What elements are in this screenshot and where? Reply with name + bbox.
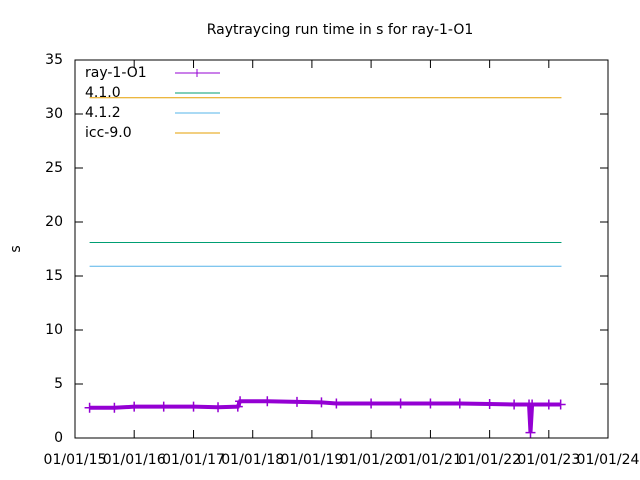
x-tick-label: 01/01/22 — [458, 452, 521, 468]
data-point — [262, 396, 273, 407]
data-point — [527, 399, 538, 410]
data-point — [232, 401, 243, 412]
x-tick-label: 01/01/24 — [577, 452, 640, 468]
legend-label: 4.1.2 — [85, 105, 121, 121]
x-tick-label: 01/01/21 — [399, 452, 462, 468]
chart-title: Raytraycing run time in s for ray-1-O1 — [207, 22, 474, 38]
data-point — [331, 398, 342, 409]
data-point — [366, 398, 377, 409]
data-point — [235, 396, 246, 407]
x-tick-label: 01/01/20 — [340, 452, 403, 468]
data-point — [555, 399, 566, 410]
data-point — [109, 402, 120, 413]
data-point — [158, 401, 169, 412]
data-point — [484, 398, 495, 409]
y-axis-label: s — [8, 245, 24, 252]
y-tick-label: 20 — [45, 214, 63, 230]
data-point — [84, 402, 95, 413]
data-point — [425, 398, 436, 409]
data-point — [316, 397, 327, 408]
legend-label: icc-9.0 — [85, 125, 132, 141]
y-tick-label: 10 — [45, 322, 63, 338]
data-point — [213, 402, 224, 413]
x-tick-label: 01/01/16 — [103, 452, 166, 468]
data-point — [395, 398, 406, 409]
x-tick-label: 01/01/17 — [162, 452, 225, 468]
y-tick-label: 30 — [45, 106, 63, 122]
y-tick-label: 35 — [45, 52, 63, 68]
y-tick-label: 0 — [54, 430, 63, 446]
data-point — [543, 399, 554, 410]
legend-label: ray-1-O1 — [85, 65, 147, 81]
plot-border — [74, 59, 609, 439]
y-tick-label: 25 — [45, 160, 63, 176]
x-tick-label: 01/01/15 — [44, 452, 107, 468]
y-tick-label: 15 — [45, 268, 63, 284]
x-tick-label: 01/01/23 — [517, 452, 580, 468]
data-point — [291, 396, 302, 407]
data-point — [509, 399, 520, 410]
legend-label: 4.1.0 — [85, 85, 121, 101]
y-tick-label: 5 — [54, 376, 63, 392]
data-point — [188, 401, 199, 412]
x-tick-label: 01/01/18 — [221, 452, 284, 468]
data-point — [129, 401, 140, 412]
x-tick-label: 01/01/19 — [280, 452, 343, 468]
data-point — [525, 427, 536, 438]
data-point — [454, 398, 465, 409]
